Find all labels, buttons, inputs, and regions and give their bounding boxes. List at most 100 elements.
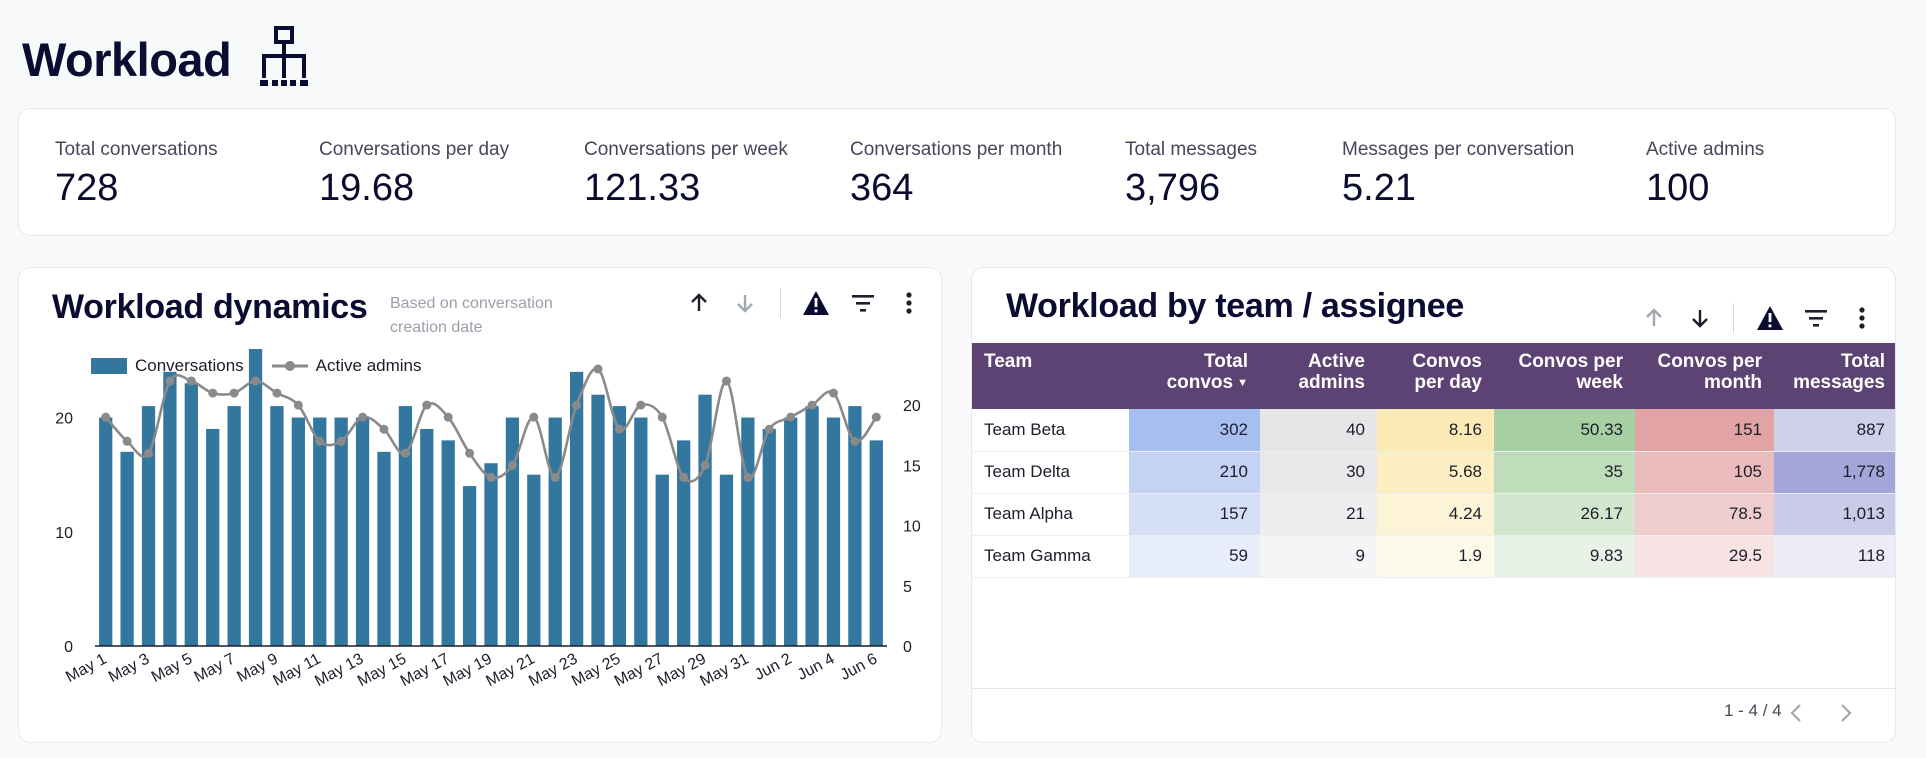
panel-title: Workload dynamics [52,288,368,326]
active-admins-point [400,448,410,458]
table-footer-divider [972,688,1895,689]
active-admins-point [229,388,239,398]
header-line: Team [984,351,1033,372]
sort-descending-icon[interactable] [730,288,760,318]
active-admins-point [336,436,346,446]
sort-ascending-icon[interactable] [684,288,714,318]
active-admins-point [743,472,753,482]
active-admins-point [379,424,389,434]
active-admins-point [358,412,368,422]
column-header-active-admins[interactable]: Active admins [1260,343,1377,409]
bar [848,406,862,646]
bar [527,474,541,646]
active-admins-point [422,400,432,410]
bar [591,394,605,646]
table-row[interactable]: Team Beta 302 40 8.16 50.33 151 887 [972,409,1895,452]
column-header-total-messages[interactable]: Total messages [1774,343,1895,409]
kpi-value: 5.21 [1342,167,1416,209]
header-line: Total [1841,351,1885,372]
bar [163,371,177,646]
active-admins-point [636,400,646,410]
y-left-tick-label: 0 [64,639,73,656]
header-line: Convos per [1657,351,1762,372]
toolbar-divider [1733,303,1734,333]
column-header-total-convos[interactable]: Total convos ▼ [1129,343,1260,409]
active-admins-point [251,376,261,386]
bar [805,406,819,646]
bar [484,463,498,646]
warning-icon[interactable] [1755,303,1785,333]
bar [99,417,113,646]
bar [398,406,413,646]
previous-page-icon[interactable] [1781,698,1811,728]
active-admins-point [572,400,582,410]
cell-convos-per-month: 29.5 [1635,535,1774,578]
x-tick-label: Jun 4 [795,650,838,683]
table-row[interactable]: Team Alpha 157 21 4.24 26.17 78.5 1,013 [972,493,1895,536]
column-header-convos-per-week[interactable]: Convos per week [1494,343,1635,409]
bar [762,428,776,646]
active-admins-point [144,448,154,458]
active-admins-point [272,388,282,398]
pagination-label: 1 - 4 / 4 [1724,701,1782,720]
column-header-team[interactable]: Team [972,343,1129,409]
kpi-conversations-per-week: Conversations per week 121.33 [584,139,788,210]
bar [655,474,669,646]
next-page-icon[interactable] [1831,698,1861,728]
active-admins-point [465,448,475,458]
table-row[interactable]: Team Gamma 59 9 1.9 9.83 29.5 118 [972,535,1895,578]
cell-convos-per-month: 105 [1635,451,1774,494]
kpi-value: 100 [1646,167,1710,209]
active-admins-point [529,412,539,422]
active-admins-point [122,436,132,446]
legend-label: Conversations [135,356,244,375]
x-tick-label: May 21 [483,650,537,690]
workload-dynamics-panel: Workload dynamics Based on conversation … [18,267,942,743]
cell-total-messages: 887 [1774,409,1895,452]
x-tick-label: May 15 [355,650,409,690]
cell-convos-per-week: 35 [1494,451,1635,494]
x-tick-label: May 5 [149,650,196,686]
cell-total-messages: 1,013 [1774,493,1895,536]
active-admins-point [807,400,817,410]
kpi-card: Total conversations 728 Conversations pe… [18,108,1896,236]
more-vert-icon[interactable] [1847,303,1877,333]
x-tick-label: May 27 [612,650,666,690]
header-line: Convos per [1518,351,1623,372]
warning-icon[interactable] [801,288,831,318]
kpi-active-admins: Active admins 100 [1646,139,1764,210]
bar [120,451,134,646]
kpi-conversations-per-month: Conversations per month 364 [850,139,1062,210]
cell-total-messages: 118 [1774,535,1895,578]
bar [462,486,477,646]
bar [184,383,198,646]
bar [441,440,455,646]
sort-descending-icon[interactable] [1685,303,1715,333]
bar [505,417,520,646]
x-tick-label: May 17 [398,650,452,690]
header-line: convos [1166,372,1234,393]
bar [548,417,562,646]
x-tick-label: May 7 [192,650,239,686]
cell-total-messages: 1,778 [1774,451,1895,494]
cell-active-admins: 30 [1260,451,1377,494]
bar [291,417,305,646]
filter-icon[interactable] [1801,303,1831,333]
filter-icon[interactable] [848,288,878,318]
column-header-convos-per-day[interactable]: Convos per day [1377,343,1494,409]
bar [719,474,734,646]
active-admins-point [550,472,560,482]
table-row[interactable]: Team Delta 210 30 5.68 35 105 1,778 [972,451,1895,494]
workload-by-team-panel: Workload by team / assignee Team Total co… [971,267,1896,743]
cell-total-convos: 302 [1129,409,1260,452]
kpi-value: 728 [55,167,119,209]
kpi-label: Messages per conversation [1342,139,1575,160]
kpi-label: Conversations per month [850,139,1063,160]
sort-ascending-icon[interactable] [1639,303,1669,333]
more-vert-icon[interactable] [894,288,924,318]
x-tick-label: Jun 2 [752,650,795,683]
cell-total-convos: 157 [1129,493,1260,536]
active-admins-point [657,412,667,422]
column-header-convos-per-month[interactable]: Convos per month [1635,343,1774,409]
